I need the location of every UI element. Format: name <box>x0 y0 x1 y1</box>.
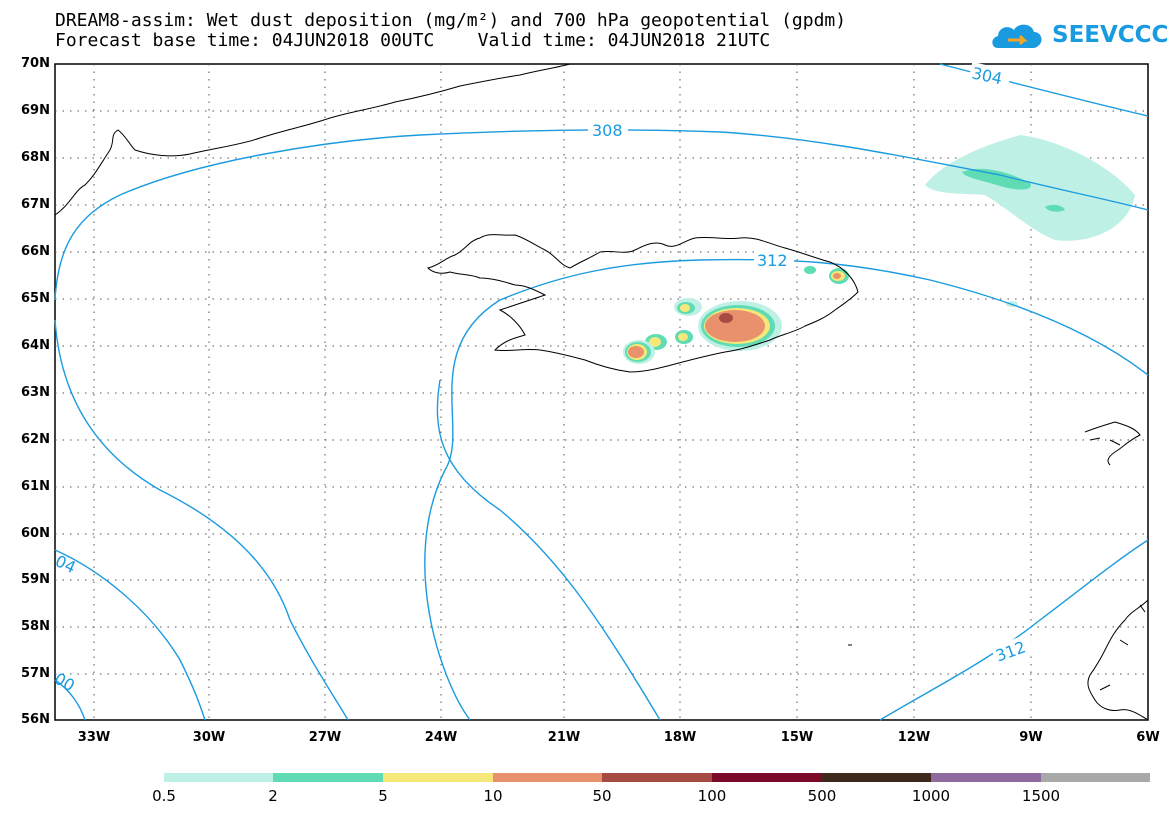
lat-label: 58N <box>21 619 50 634</box>
contour-300-sw <box>54 679 86 721</box>
lat-label: 70N <box>21 56 50 71</box>
contour-308 <box>54 129 1149 301</box>
legend-label: 1500 <box>1021 787 1061 805</box>
contour-304-sw <box>54 549 206 721</box>
dust-deposition-iceland <box>623 266 849 364</box>
contour-labels: 308 304 312 312 04 00 <box>51 62 1035 695</box>
legend-swatch <box>1041 773 1150 782</box>
greenland-coast <box>54 63 571 216</box>
scotland-coast <box>1087 599 1149 721</box>
lon-label: 21W <box>547 730 581 745</box>
coastlines <box>54 63 1149 721</box>
legend-label: 2 <box>268 787 278 805</box>
lat-label: 63N <box>21 385 50 400</box>
contour-label-308: 308 <box>592 121 623 140</box>
legend-swatch <box>602 773 712 782</box>
lon-label: 12W <box>897 730 931 745</box>
lon-label: 15W <box>780 730 814 745</box>
chart-title: DREAM8-assim: Wet dust deposition (mg/m²… <box>55 10 847 31</box>
lat-label: 68N <box>21 150 50 165</box>
legend-swatch <box>273 773 383 782</box>
seevccc-logo <box>992 24 1042 48</box>
legend-swatch <box>712 773 822 782</box>
lat-label: 56N <box>21 712 50 727</box>
faroe-islands <box>1084 421 1141 466</box>
lat-label: 60N <box>21 526 50 541</box>
legend-swatch <box>493 773 602 782</box>
chart-subtitle: Forecast base time: 04JUN2018 00UTC Vali… <box>55 30 771 51</box>
lat-label: 69N <box>21 103 50 118</box>
contour-308-sw <box>54 319 349 721</box>
legend-swatch <box>931 773 1041 782</box>
lat-label: 62N <box>21 432 50 447</box>
legend-label: 100 <box>697 787 727 805</box>
contour-304-ne <box>939 63 1149 117</box>
legend-label: 5 <box>378 787 388 805</box>
legend-label: 0.5 <box>152 787 176 805</box>
lon-label: 18W <box>663 730 697 745</box>
legend-label: 1000 <box>911 787 951 805</box>
contour-312-se <box>879 539 1149 721</box>
lat-label: 66N <box>21 244 50 259</box>
lat-label: 67N <box>21 197 50 212</box>
lon-label: 24W <box>424 730 458 745</box>
legend-label: 10 <box>483 787 503 805</box>
lon-label: 9W <box>1019 730 1043 745</box>
legend-swatch <box>822 773 931 782</box>
lon-label: 27W <box>308 730 342 745</box>
legend-swatch <box>164 773 273 782</box>
lat-label: 64N <box>21 338 50 353</box>
lat-label: 57N <box>21 666 50 681</box>
legend-label: 500 <box>807 787 837 805</box>
logo-text: SEEVCCC <box>1052 22 1169 48</box>
contour-label-312: 312 <box>757 251 788 270</box>
lon-label: 33W <box>77 730 111 745</box>
lat-label: 59N <box>21 572 50 587</box>
lat-label: 65N <box>21 291 50 306</box>
legend-swatch <box>383 773 493 782</box>
lon-label: 6W <box>1136 730 1160 745</box>
cloud-icon <box>992 24 1042 48</box>
lat-label: 61N <box>21 479 50 494</box>
lon-label: 30W <box>192 730 226 745</box>
legend-label: 50 <box>592 787 612 805</box>
iceland-coast <box>427 234 859 373</box>
contour-312 <box>424 258 1149 721</box>
geopotential-contours <box>54 63 1149 721</box>
contour-312-mid <box>436 379 661 721</box>
